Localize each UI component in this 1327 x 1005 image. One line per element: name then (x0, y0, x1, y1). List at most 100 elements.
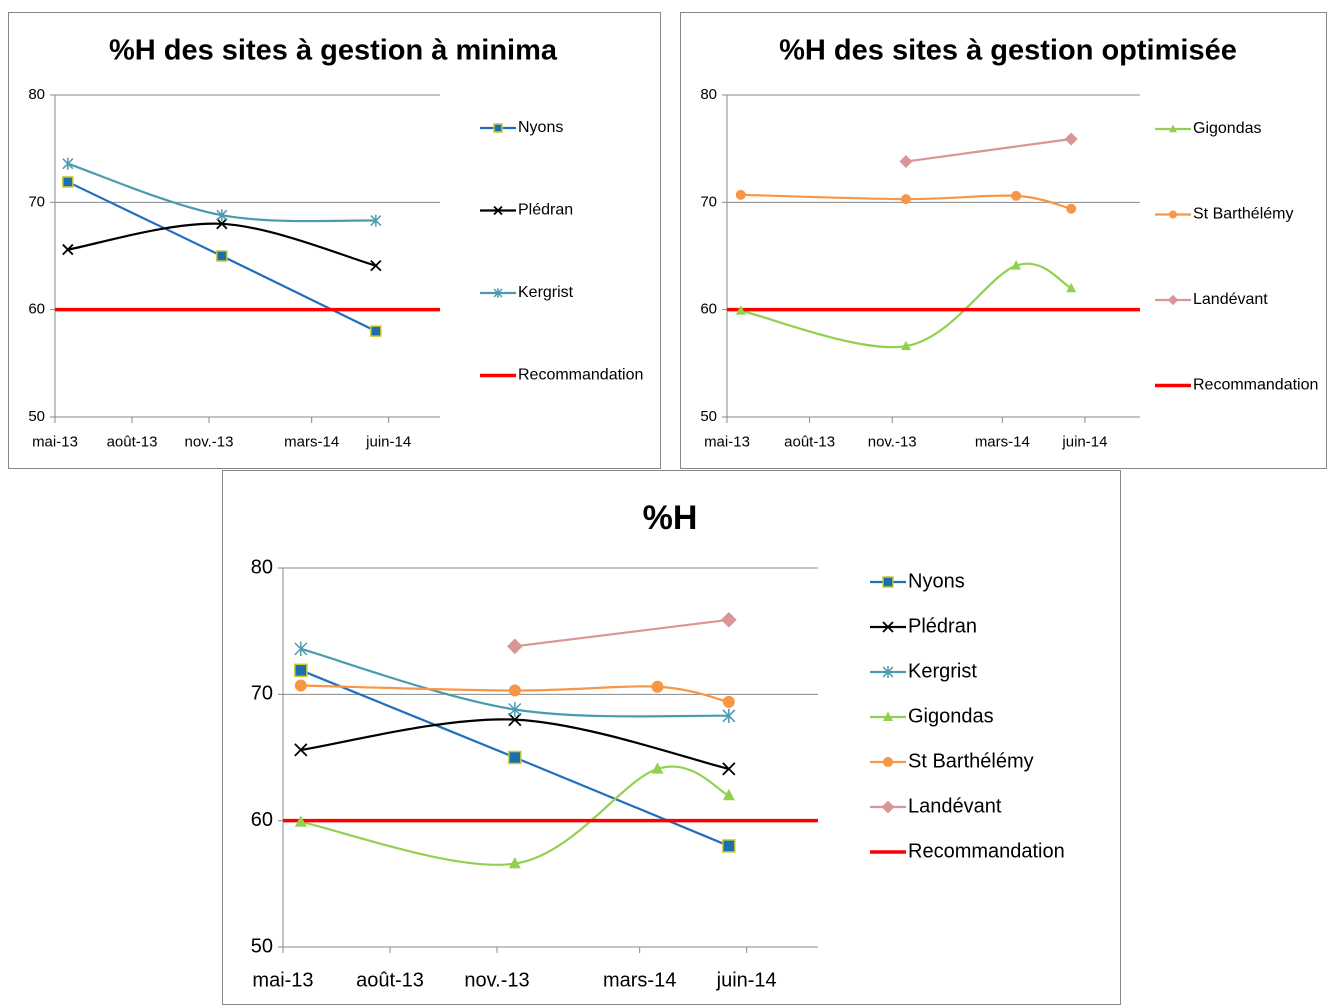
marker (370, 260, 382, 272)
marker (883, 757, 893, 767)
marker (651, 680, 664, 693)
y-tick-label: 50 (700, 408, 717, 425)
y-tick-label: 60 (251, 809, 273, 831)
y-tick-label: 70 (28, 193, 45, 210)
marker (735, 305, 746, 315)
marker (216, 218, 228, 230)
marker (900, 194, 911, 205)
marker (735, 189, 746, 200)
legend-label: Landévant (1193, 291, 1268, 308)
x-tick-label: août-13 (356, 969, 424, 991)
marker (722, 762, 736, 776)
marker (1064, 132, 1078, 146)
marker (1011, 190, 1022, 201)
marker (882, 621, 894, 633)
marker (216, 209, 228, 222)
x-tick-label: août-13 (784, 433, 835, 450)
chart-frame (680, 12, 1327, 469)
x-tick-label: mars-14 (603, 969, 676, 991)
legend-label: Landévant (908, 795, 1002, 817)
chart-title: %H des sites à gestion optimisée (779, 35, 1237, 67)
marker (507, 638, 523, 655)
marker (721, 611, 737, 628)
chart-title: %H (643, 499, 698, 537)
y-tick-label: 60 (28, 301, 45, 318)
marker (493, 205, 503, 216)
legend-label: Recommandation (518, 367, 643, 384)
marker (722, 708, 736, 724)
x-tick-label: mars-14 (284, 433, 339, 450)
y-tick-label: 60 (700, 301, 717, 318)
y-tick-label: 50 (251, 935, 273, 957)
marker (651, 762, 664, 774)
legend-label: Recommandation (908, 840, 1065, 862)
marker (722, 695, 735, 708)
marker (508, 684, 521, 697)
plot-area (727, 137, 1140, 349)
legend-label: Recommandation (1193, 377, 1318, 394)
x-tick-label: mai-13 (704, 433, 750, 450)
marker (216, 250, 228, 262)
series-line (300, 684, 730, 703)
marker (1169, 124, 1177, 133)
x-tick-label: nov.-13 (464, 969, 529, 991)
plot-area (55, 162, 440, 333)
marker (294, 815, 307, 827)
x-tick-label: juin-14 (716, 969, 777, 991)
legend-label: St Barthélémy (908, 750, 1034, 772)
marker (1011, 260, 1022, 270)
marker (1169, 210, 1177, 219)
marker (62, 176, 74, 188)
marker (899, 155, 913, 169)
x-tick-label: juin-14 (365, 433, 411, 450)
y-tick-label: 80 (251, 556, 273, 578)
marker (493, 288, 503, 298)
marker (370, 214, 382, 227)
marker (294, 641, 308, 657)
y-tick-label: 70 (700, 193, 717, 210)
x-tick-label: nov.-13 (868, 433, 917, 450)
legend-label: Nyons (908, 570, 965, 592)
marker (508, 857, 521, 869)
x-tick-label: août-13 (107, 433, 158, 450)
y-tick-label: 80 (28, 86, 45, 103)
legend-label: St Barthélémy (1193, 206, 1293, 223)
marker (1066, 282, 1077, 293)
legend-label: Gigondas (908, 705, 994, 727)
x-tick-label: nov.-13 (185, 433, 234, 450)
marker (722, 839, 736, 853)
chart-frame (222, 470, 1121, 1005)
marker (294, 663, 308, 678)
series-line (905, 137, 1072, 163)
marker (900, 340, 911, 351)
x-tick-label: juin-14 (1061, 433, 1107, 450)
chart-frame (8, 12, 661, 469)
marker (883, 711, 893, 721)
marker (62, 157, 74, 170)
series-line (300, 765, 730, 866)
marker (1167, 294, 1179, 306)
legend-label: Kergrist (518, 284, 574, 301)
series-line (740, 193, 1072, 210)
plot-area (283, 618, 818, 866)
y-tick-label: 50 (28, 408, 45, 425)
marker (493, 123, 503, 133)
marker (294, 679, 307, 692)
y-tick-label: 70 (251, 683, 273, 705)
legend-label: Plédran (908, 615, 977, 637)
marker (508, 712, 522, 727)
series-line (740, 262, 1072, 349)
legend-label: Kergrist (908, 660, 977, 682)
marker (62, 243, 74, 256)
legend-label: Plédran (518, 202, 573, 219)
x-tick-label: mai-13 (252, 969, 313, 991)
series-line (514, 618, 729, 648)
x-tick-label: mai-13 (32, 433, 78, 450)
legend-label: Gigondas (1193, 120, 1262, 137)
marker (882, 666, 894, 678)
chart-title: %H des sites à gestion à minima (109, 35, 558, 67)
x-tick-label: mars-14 (975, 433, 1030, 450)
marker (722, 788, 735, 801)
y-tick-label: 80 (700, 86, 717, 103)
